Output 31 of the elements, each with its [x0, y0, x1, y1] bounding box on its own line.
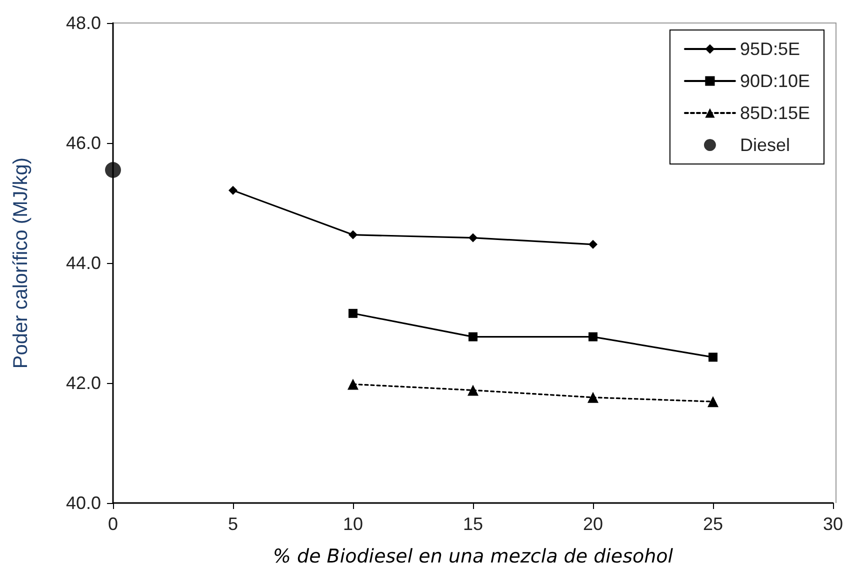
x-tick-label: 20 — [582, 514, 604, 534]
point — [348, 308, 358, 318]
point — [707, 396, 718, 408]
y-tick-label: 44.0 — [66, 253, 101, 273]
y-tick-label: 40.0 — [66, 493, 101, 513]
x-tick-label: 10 — [342, 514, 364, 534]
point — [588, 332, 598, 342]
point — [228, 186, 238, 195]
point — [468, 332, 478, 342]
point — [587, 392, 598, 403]
x-axis-title: % de Biodiesel en una mezcla de diesohol — [272, 546, 674, 568]
legend-label: 90D:10E — [740, 71, 810, 91]
legend-label: 85D:15E — [740, 103, 810, 123]
y-tick-label: 48.0 — [66, 13, 101, 33]
legend-label: 95D:5E — [740, 39, 800, 59]
x-tick-label: 5 — [228, 514, 238, 534]
point — [708, 352, 718, 362]
point — [468, 233, 478, 242]
point — [347, 378, 358, 390]
x-tick-label: 15 — [462, 514, 484, 534]
x-tick-label: 25 — [702, 514, 724, 534]
point — [348, 230, 358, 240]
y-tick-label: 42.0 — [66, 373, 101, 393]
y-axis-title: Poder calorífico (MJ/kg) — [10, 157, 32, 369]
point — [588, 240, 598, 249]
x-tick-label: 0 — [108, 514, 118, 534]
point — [467, 384, 478, 396]
point — [105, 162, 121, 178]
y-tick-label: 46.0 — [66, 133, 101, 153]
legend-label: Diesel — [740, 135, 790, 155]
x-tick-label: 30 — [822, 514, 844, 534]
